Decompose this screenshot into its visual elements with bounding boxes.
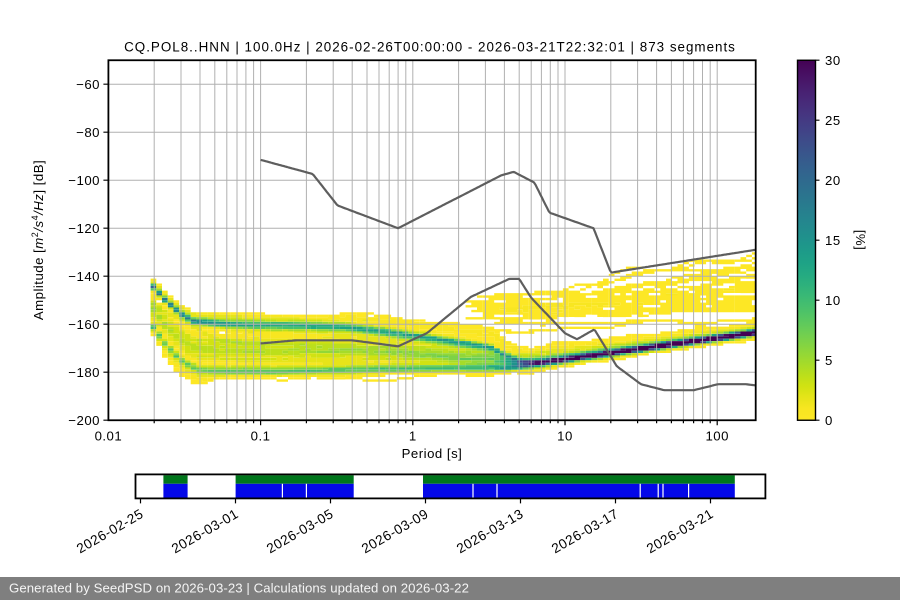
svg-text:−80: −80 xyxy=(76,125,100,140)
svg-text:20: 20 xyxy=(825,173,841,188)
svg-text:−140: −140 xyxy=(68,269,100,284)
svg-text:−100: −100 xyxy=(68,173,100,188)
svg-text:10: 10 xyxy=(557,429,573,444)
svg-text:Period [s]: Period [s] xyxy=(402,446,463,461)
svg-text:−160: −160 xyxy=(68,317,100,332)
svg-text:25: 25 xyxy=(825,113,841,128)
svg-text:CQ.POL8..HNN | 100.0Hz | 2026-: CQ.POL8..HNN | 100.0Hz | 2026-02-26T00:0… xyxy=(124,40,736,55)
svg-text:−180: −180 xyxy=(68,365,100,380)
svg-text:Generated by SeedPSD on 2026-0: Generated by SeedPSD on 2026-03-23 | Cal… xyxy=(9,581,469,596)
svg-text:−60: −60 xyxy=(76,77,100,92)
svg-text:15: 15 xyxy=(825,233,841,248)
svg-text:0.1: 0.1 xyxy=(251,429,271,444)
svg-text:0.01: 0.01 xyxy=(95,429,123,444)
svg-text:1: 1 xyxy=(409,429,417,444)
svg-text:10: 10 xyxy=(825,293,841,308)
svg-text:100: 100 xyxy=(705,429,729,444)
svg-text:Amplitude [m2/s4/Hz] [dB]: Amplitude [m2/s4/Hz] [dB] xyxy=(30,160,46,320)
svg-text:−120: −120 xyxy=(68,221,100,236)
svg-text:−200: −200 xyxy=(68,413,100,428)
svg-text:[%]: [%] xyxy=(853,230,868,251)
svg-text:30: 30 xyxy=(825,53,841,68)
svg-text:0: 0 xyxy=(825,413,833,428)
svg-text:5: 5 xyxy=(825,353,833,368)
